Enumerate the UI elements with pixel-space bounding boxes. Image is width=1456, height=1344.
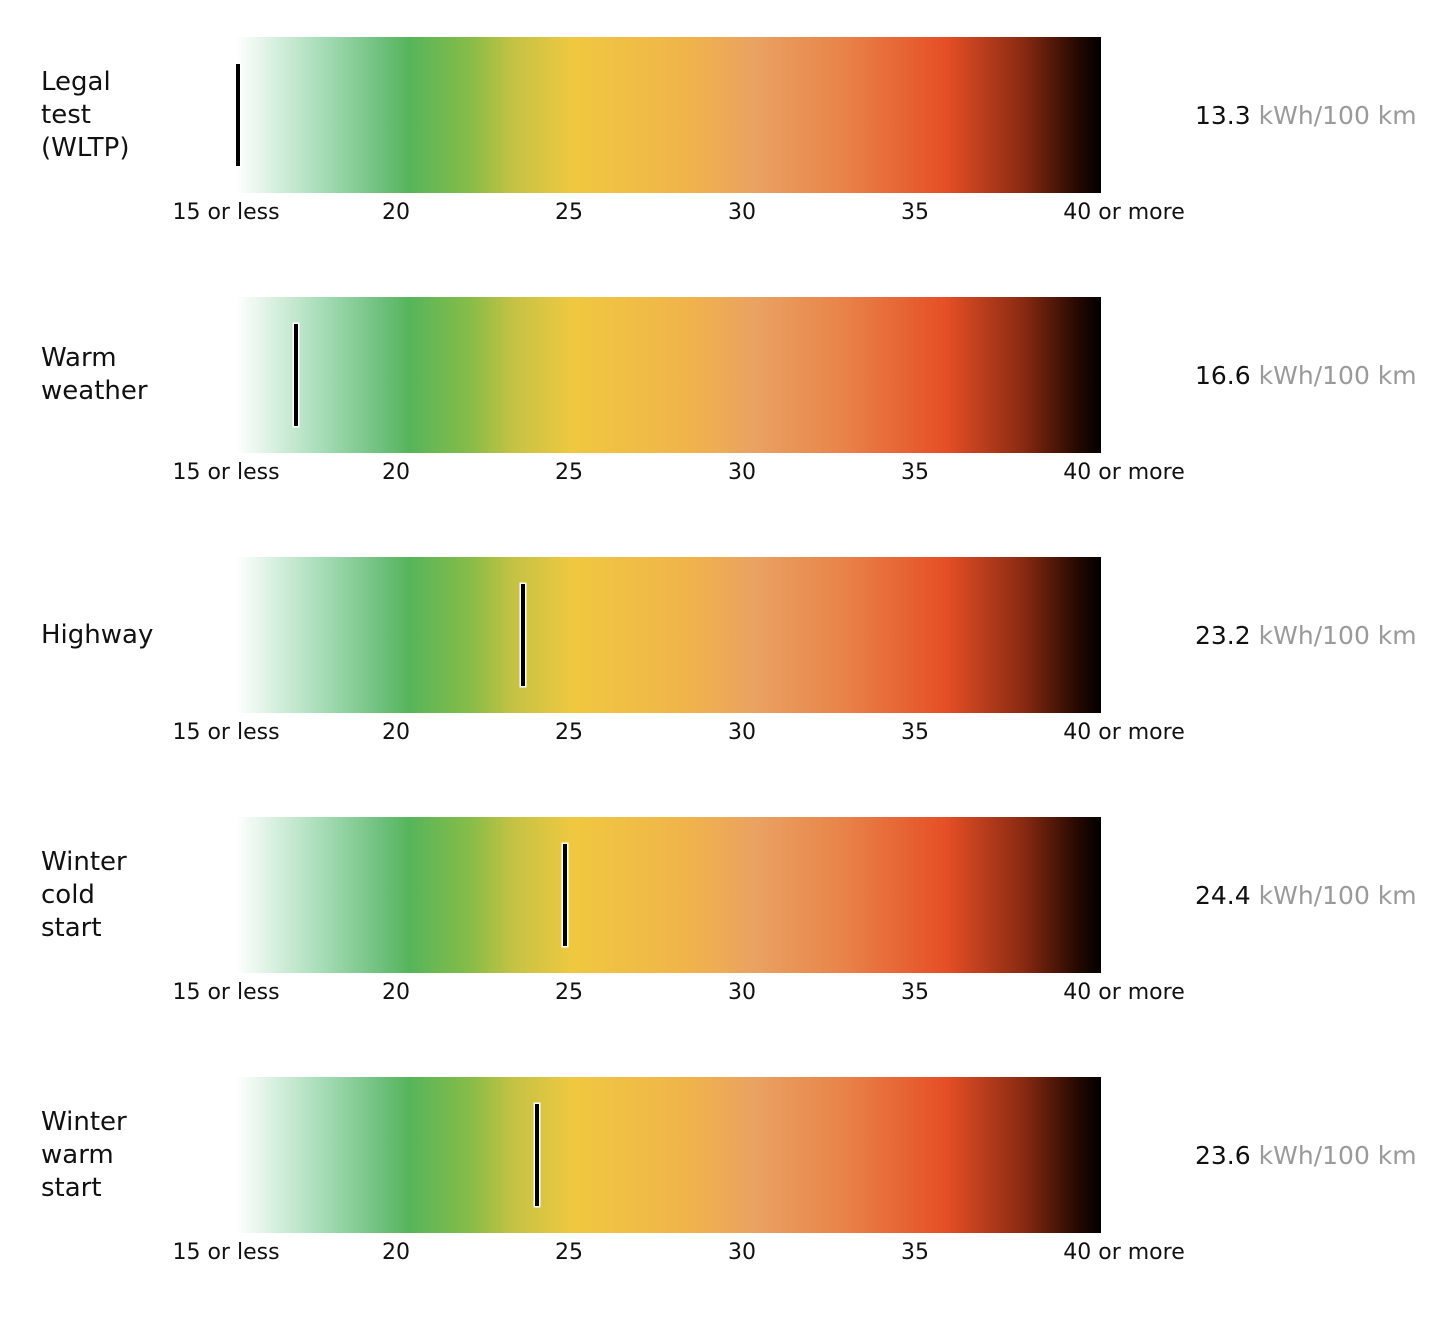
tick-label: 20	[382, 1240, 410, 1265]
value-number: 13.3	[1195, 100, 1251, 130]
gradient-scale-bar	[236, 817, 1101, 973]
tick-label: 30	[728, 460, 756, 485]
value-readout: 23.2 kWh/100 km	[1195, 557, 1417, 713]
tick-label: 40 or more	[1063, 460, 1185, 485]
value-number: 23.2	[1195, 620, 1251, 650]
gradient-scale-bar	[236, 1077, 1101, 1233]
value-number: 24.4	[1195, 880, 1251, 910]
tick-label: 35	[901, 720, 929, 745]
axis-ticks: 15 or less 20 25 30 35 40 or more	[0, 460, 1456, 490]
chart-row: Warm weather 15 or less 20 25 30 35 40 or more…	[0, 297, 1456, 527]
value-marker	[236, 64, 240, 166]
tick-label: 25	[555, 200, 583, 225]
tick-label: 30	[728, 720, 756, 745]
row-label: Legal test (WLTP)	[41, 66, 130, 163]
tick-label: 20	[382, 200, 410, 225]
tick-label: 15 or less	[172, 200, 280, 225]
tick-label: 40 or more	[1063, 200, 1185, 225]
tick-label: 40 or more	[1063, 720, 1185, 745]
value-unit: kWh/100 km	[1258, 100, 1417, 130]
tick-label: 35	[901, 200, 929, 225]
row-label: Warm weather	[41, 343, 148, 406]
chart-row: Winter warm start 15 or less 20 25 30 35 40 or…	[0, 1077, 1456, 1307]
gradient-scale-bar	[236, 557, 1101, 713]
value-marker	[521, 584, 526, 686]
row-label: Winter cold start	[41, 846, 127, 943]
value-unit: kWh/100 km	[1258, 880, 1417, 910]
row-label: Highway	[41, 619, 154, 650]
tick-label: 35	[901, 1240, 929, 1265]
value-unit: kWh/100 km	[1258, 360, 1417, 390]
scale-gradient	[236, 557, 1101, 713]
row-label: Winter warm start	[41, 1106, 127, 1203]
axis-ticks: 15 or less 20 25 30 35 40 or more	[0, 200, 1456, 230]
value-readout: 23.6 kWh/100 km	[1195, 1077, 1417, 1233]
value-unit: kWh/100 km	[1258, 1140, 1417, 1170]
chart-row: Highway 15 or less 20 25 30 35 40 or more 23.2 k…	[0, 557, 1456, 787]
chart-row: Winter cold start 15 or less 20 25 30 35 40 or…	[0, 817, 1456, 1047]
tick-label: 30	[728, 200, 756, 225]
scale-gradient	[236, 37, 1101, 193]
tick-label: 20	[382, 460, 410, 485]
tick-label: 20	[382, 720, 410, 745]
value-readout: 13.3 kWh/100 km	[1195, 37, 1417, 193]
gradient-scale-bar	[236, 297, 1101, 453]
axis-ticks: 15 or less 20 25 30 35 40 or more	[0, 720, 1456, 750]
tick-label: 25	[555, 460, 583, 485]
tick-label: 35	[901, 460, 929, 485]
tick-label: 15 or less	[172, 1240, 280, 1265]
tick-label: 35	[901, 980, 929, 1005]
tick-label: 40 or more	[1063, 980, 1185, 1005]
value-marker	[562, 844, 567, 946]
axis-ticks: 15 or less 20 25 30 35 40 or more	[0, 980, 1456, 1010]
value-readout: 16.6 kWh/100 km	[1195, 297, 1417, 453]
tick-label: 15 or less	[172, 460, 280, 485]
chart-row: Legal test (WLTP) 15 or less 20 25 30 35 40 or…	[0, 37, 1456, 267]
gradient-scale-bar	[236, 37, 1101, 193]
scale-gradient	[236, 817, 1101, 973]
tick-label: 15 or less	[172, 980, 280, 1005]
tick-label: 25	[555, 980, 583, 1005]
value-unit: kWh/100 km	[1258, 620, 1417, 650]
value-marker	[535, 1104, 540, 1206]
value-marker	[294, 324, 299, 426]
axis-ticks: 15 or less 20 25 30 35 40 or more	[0, 1240, 1456, 1270]
tick-label: 30	[728, 1240, 756, 1265]
tick-label: 25	[555, 720, 583, 745]
value-number: 16.6	[1195, 360, 1251, 390]
tick-label: 15 or less	[172, 720, 280, 745]
tick-label: 20	[382, 980, 410, 1005]
value-readout: 24.4 kWh/100 km	[1195, 817, 1417, 973]
tick-label: 40 or more	[1063, 1240, 1185, 1265]
tick-label: 25	[555, 1240, 583, 1265]
value-number: 23.6	[1195, 1140, 1251, 1170]
scale-gradient	[236, 1077, 1101, 1233]
scale-gradient	[236, 297, 1101, 453]
tick-label: 30	[728, 980, 756, 1005]
